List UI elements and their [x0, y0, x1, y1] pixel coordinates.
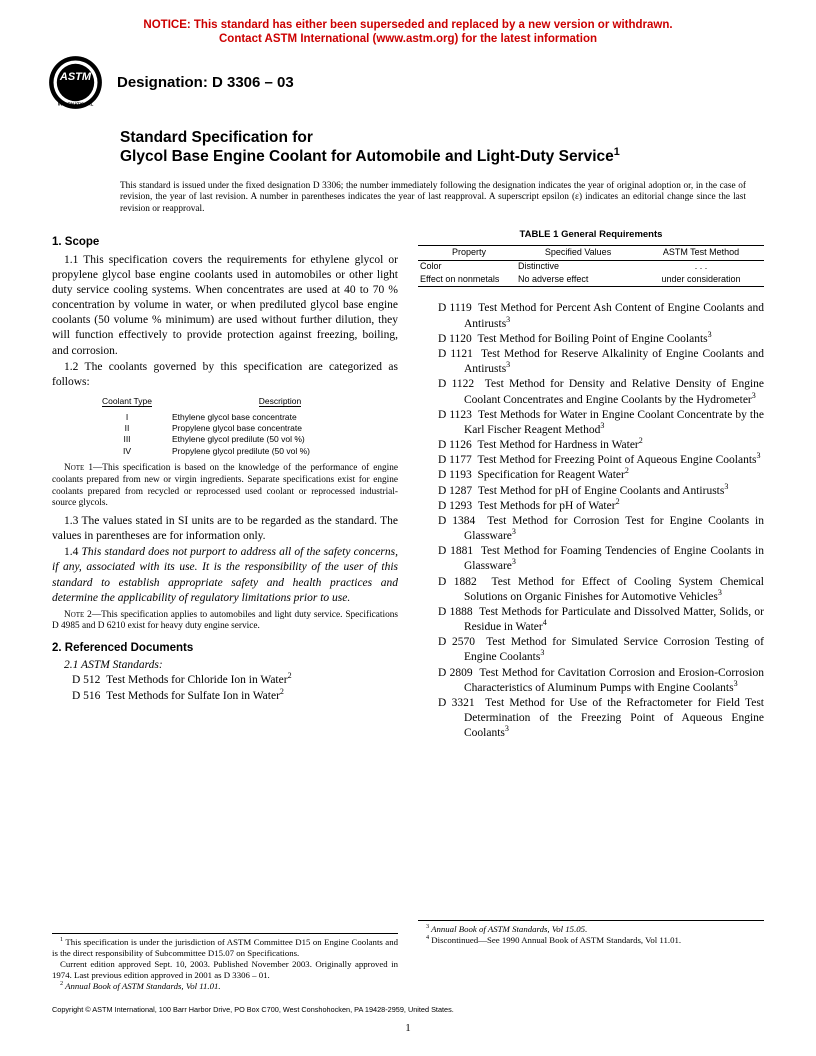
ref-item: D 1121 Test Method for Reserve Alkalinit… [418, 347, 764, 377]
ref-item: D 1882 Test Method for Effect of Cooling… [418, 575, 764, 605]
scope-1-2: 1.2 The coolants governed by this specif… [52, 360, 398, 390]
ref-item: D 1120 Test Method for Boiling Point of … [418, 332, 764, 347]
svg-text:INTERNATIONAL: INTERNATIONAL [58, 101, 94, 106]
page-number: 1 [0, 1022, 816, 1034]
footnote-2: 2 Annual Book of ASTM Standards, Vol 11.… [52, 981, 398, 992]
ref-item: D 1123 Test Methods for Water in Engine … [418, 408, 764, 438]
left-column: 1. Scope 1.1 This specification covers t… [52, 229, 398, 741]
title-prefix: Standard Specification for [120, 128, 756, 147]
coolant-type-row: IIIEthylene glycol predilute (50 vol %) [82, 434, 388, 445]
refdocs-sub: 2.1 ASTM Standards: [64, 658, 398, 673]
svg-text:INTERNATIONAL: INTERNATIONAL [48, 55, 68, 57]
ref-item: D 1287 Test Method for pH of Engine Cool… [418, 484, 764, 499]
coolant-type-table: Coolant Type Description IEthylene glyco… [82, 396, 388, 457]
notice-banner: NOTICE: This standard has either been su… [0, 0, 816, 47]
scope-1-1: 1.1 This specification covers the requir… [52, 253, 398, 359]
footnote-1: 1 This specification is under the jurisd… [52, 937, 398, 959]
ref-item: D 1122 Test Method for Density and Relat… [418, 377, 764, 407]
table-1: TABLE 1 General Requirements Property Sp… [418, 229, 764, 287]
table-row: Effect on nonmetalsNo adverse effectunde… [418, 274, 764, 287]
ref-item: D 1126 Test Method for Hardness in Water… [418, 438, 764, 453]
ref-item: D 2570 Test Method for Simulated Service… [418, 635, 764, 665]
body-columns: 1. Scope 1.1 This specification covers t… [0, 215, 816, 741]
table-1-title: TABLE 1 General Requirements [418, 229, 764, 242]
footnote-3: 3 Annual Book of ASTM Standards, Vol 15.… [418, 924, 764, 935]
ref-item: D 516 Test Methods for Sulfate Ion in Wa… [52, 689, 398, 704]
designation: Designation: D 3306 – 03 [117, 74, 294, 91]
ref-item: D 1177 Test Method for Freezing Point of… [418, 453, 764, 468]
table-row: ColorDistinctive. . . [418, 261, 764, 274]
footnote-1b: Current edition approved Sept. 10, 2003.… [52, 959, 398, 981]
scope-1-4: 1.4 This standard does not purport to ad… [52, 545, 398, 606]
ref-item: D 1888 Test Methods for Particulate and … [418, 605, 764, 635]
ref-item: D 1384 Test Method for Corrosion Test fo… [418, 514, 764, 544]
coolant-type-row: IVPropylene glycol predilute (50 vol %) [82, 446, 388, 457]
scope-1-3: 1.3 The values stated in SI units are to… [52, 514, 398, 544]
refdocs-heading: 2. Referenced Documents [52, 641, 398, 656]
footnotes-left: 1 This specification is under the jurisd… [52, 933, 398, 992]
svg-text:ASTM: ASTM [59, 71, 92, 83]
ref-item: D 1881 Test Method for Foaming Tendencie… [418, 544, 764, 574]
table-1-header: Property Specified Values ASTM Test Meth… [418, 246, 764, 261]
scope-heading: 1. Scope [52, 235, 398, 250]
header: ASTM INTERNATIONAL INTERNATIONAL Designa… [0, 47, 816, 110]
footnote-4: 4 Discontinued—See 1990 Annual Book of A… [418, 935, 764, 946]
title-main: Glycol Base Engine Coolant for Automobil… [120, 147, 756, 166]
issuance-note: This standard is issued under the fixed … [0, 171, 816, 216]
ref-item: D 3321 Test Method for Use of the Refrac… [418, 696, 764, 742]
coolant-type-row: IIPropylene glycol base concentrate [82, 423, 388, 434]
coolant-type-row: IEthylene glycol base concentrate [82, 412, 388, 423]
ref-item: D 1193 Specification for Reagent Water2 [418, 468, 764, 483]
note-2: Note 2—This specification applies to aut… [52, 610, 398, 633]
copyright: Copyright © ASTM International, 100 Barr… [52, 1005, 454, 1014]
note-1: Note 1—This specification is based on th… [52, 463, 398, 509]
astm-logo-icon: ASTM INTERNATIONAL INTERNATIONAL [48, 55, 103, 110]
notice-line2: Contact ASTM International (www.astm.org… [219, 33, 597, 45]
title-block: Standard Specification for Glycol Base E… [0, 110, 816, 171]
ref-item: D 512 Test Methods for Chloride Ion in W… [52, 673, 398, 688]
ref-item: D 1293 Test Methods for pH of Water2 [418, 499, 764, 514]
right-column: TABLE 1 General Requirements Property Sp… [418, 229, 764, 741]
ref-item: D 2809 Test Method for Cavitation Corros… [418, 666, 764, 696]
notice-line1: NOTICE: This standard has either been su… [143, 19, 672, 31]
ref-item: D 1119 Test Method for Percent Ash Conte… [418, 301, 764, 331]
footnotes-right: 3 Annual Book of ASTM Standards, Vol 15.… [418, 920, 764, 946]
